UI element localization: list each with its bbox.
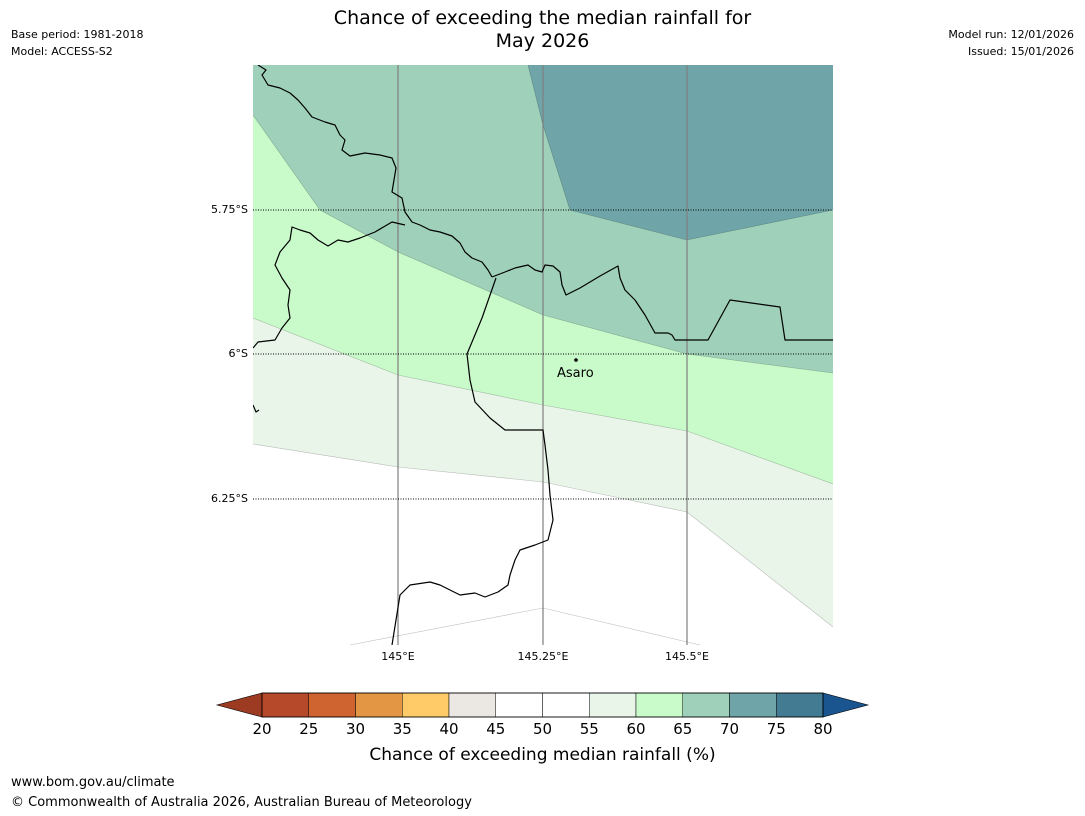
contour-70 xyxy=(527,65,833,241)
map-area xyxy=(253,65,833,645)
projection-boundary xyxy=(349,607,701,645)
colorbar-tick-label: 20 xyxy=(252,720,272,738)
footer-copyright: © Commonwealth of Australia 2026, Austra… xyxy=(11,795,472,810)
colorbar-segment xyxy=(261,692,309,718)
colorbar-tick-label: 30 xyxy=(345,720,366,738)
border-north xyxy=(257,65,493,278)
colorbar-tick-label: 45 xyxy=(486,720,506,738)
colorbar-segment xyxy=(542,692,590,718)
place-label-asaro: Asaro xyxy=(557,366,594,381)
metadata-left: Base period: 1981-2018 Model: ACCESS-S2 xyxy=(11,26,143,60)
colorbar-tick-label: 75 xyxy=(766,720,786,738)
colorbar-tick-label: 55 xyxy=(579,720,599,738)
title-line-1: Chance of exceeding the median rainfall … xyxy=(333,7,752,29)
colorbar-segment xyxy=(729,692,777,718)
lat-label-5-75: 5.75°S xyxy=(211,203,248,216)
meridians xyxy=(397,65,688,645)
colorbar-segments xyxy=(261,692,824,718)
colorbar-tick-label: 40 xyxy=(439,720,459,738)
colorbar-title: Chance of exceeding median rainfall (%) xyxy=(369,745,716,765)
zone-70-75 xyxy=(528,65,833,240)
metadata-right: Model run: 12/01/2026 Issued: 15/01/2026 xyxy=(948,26,1074,60)
border-east xyxy=(491,264,833,341)
footer-url[interactable]: www.bom.gov.au/climate xyxy=(11,775,175,790)
colorbar-segment xyxy=(308,692,356,718)
model-name: Model: ACCESS-S2 xyxy=(11,45,113,58)
colorbar-segment xyxy=(355,692,403,718)
colorbar-tick-label: 50 xyxy=(532,720,553,738)
colorbar-segment xyxy=(448,692,496,718)
colorbar-segment xyxy=(589,692,637,718)
province-borders xyxy=(253,65,833,645)
map-title: Chance of exceeding the median rainfall … xyxy=(0,7,1085,53)
colorbar-segment xyxy=(402,692,450,718)
parallels xyxy=(253,209,833,500)
colorbar-segment xyxy=(635,692,683,718)
asaro-marker xyxy=(574,358,578,362)
colorbar-tick-label: 70 xyxy=(719,720,740,738)
border-west xyxy=(253,221,406,349)
issued-date: Issued: 15/01/2026 xyxy=(967,45,1074,58)
border-stub xyxy=(253,404,260,413)
colorbar-tick-label: 60 xyxy=(626,720,646,738)
lon-label-145-5: 145.5°E xyxy=(665,650,709,663)
colorbar-over-arrow xyxy=(822,692,870,718)
base-period: Base period: 1981-2018 xyxy=(11,28,144,41)
colorbar-tick-label: 25 xyxy=(299,720,319,738)
lat-label-6: 6°S xyxy=(228,347,248,360)
lon-label-145: 145°E xyxy=(381,650,415,663)
colorbar-tick-label: 35 xyxy=(392,720,412,738)
title-line-2: May 2026 xyxy=(495,30,590,52)
model-run: Model run: 12/01/2026 xyxy=(948,28,1074,41)
colorbar-tick-label: 65 xyxy=(673,720,693,738)
colorbar-segment xyxy=(495,692,543,718)
contour-65 xyxy=(253,114,833,374)
border-south xyxy=(391,277,554,645)
colorbar-under-arrow xyxy=(215,692,263,718)
colorbar-segment xyxy=(682,692,730,718)
colorbar-segment xyxy=(776,692,824,718)
colorbar-outline xyxy=(261,692,824,718)
lat-label-6-25: 6.25°S xyxy=(211,492,248,505)
lon-label-145-25: 145.25°E xyxy=(517,650,569,663)
colorbar-tick-label: 80 xyxy=(813,720,833,738)
